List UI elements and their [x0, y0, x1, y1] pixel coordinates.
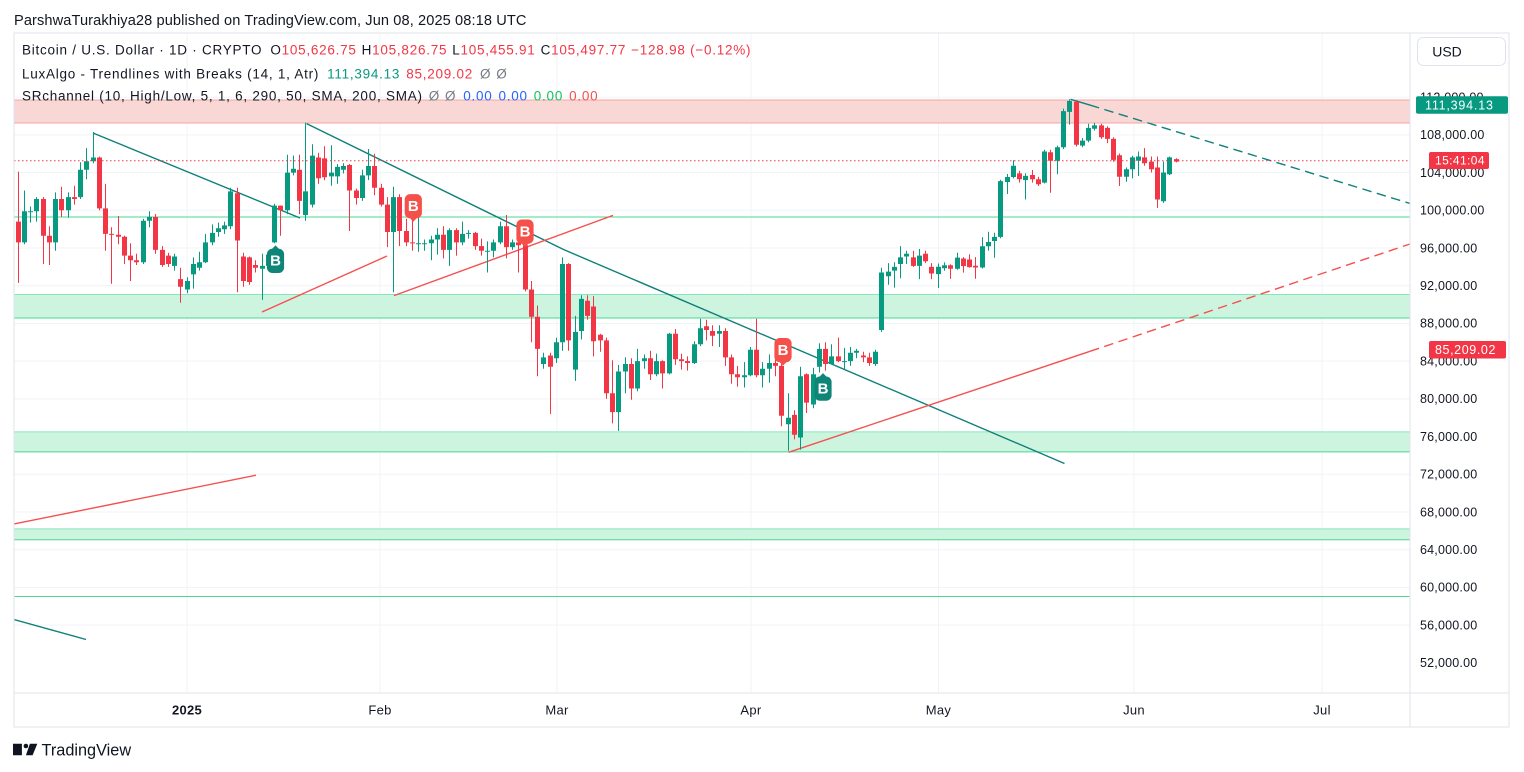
svg-text:15:41:04: 15:41:04 [1435, 154, 1485, 168]
svg-text:92,000.00: 92,000.00 [1420, 279, 1477, 293]
svg-text:96,000.00: 96,000.00 [1420, 241, 1477, 255]
svg-text:May: May [926, 703, 952, 718]
svg-text:ParshwaTurakhiya28 published o: ParshwaTurakhiya28 published on TradingV… [14, 13, 527, 29]
svg-text:Feb: Feb [368, 703, 391, 718]
svg-text:B: B [778, 342, 789, 359]
svg-text:85,209.02: 85,209.02 [1435, 343, 1496, 357]
svg-text:B: B [270, 253, 281, 270]
svg-text:56,000.00: 56,000.00 [1420, 618, 1477, 632]
svg-text:68,000.00: 68,000.00 [1420, 505, 1477, 519]
svg-text:52,000.00: 52,000.00 [1420, 656, 1477, 670]
svg-text:100,000.00: 100,000.00 [1420, 204, 1485, 218]
svg-text:Bitcoin / U.S. Dollar · 1D · C: Bitcoin / U.S. Dollar · 1D · CRYPTO O105,… [22, 43, 751, 58]
svg-text:B: B [408, 198, 419, 215]
svg-text:111,394.13: 111,394.13 [1425, 99, 1494, 113]
svg-text:104,000.00: 104,000.00 [1420, 166, 1485, 180]
svg-text:80,000.00: 80,000.00 [1420, 392, 1477, 406]
svg-text:108,000.00: 108,000.00 [1420, 128, 1485, 142]
svg-text:60,000.00: 60,000.00 [1420, 581, 1477, 595]
svg-text:B: B [818, 380, 829, 397]
svg-text:72,000.00: 72,000.00 [1420, 468, 1477, 482]
svg-text:LuxAlgo - Trendlines with Brea: LuxAlgo - Trendlines with Breaks (14, 1,… [22, 67, 508, 82]
svg-text:Jul: Jul [1313, 703, 1331, 718]
svg-text:USD: USD [1432, 44, 1462, 60]
svg-text:Jun: Jun [1123, 703, 1145, 718]
svg-text:Apr: Apr [740, 703, 762, 718]
svg-text:TradingView: TradingView [42, 742, 132, 760]
svg-text:76,000.00: 76,000.00 [1420, 430, 1477, 444]
svg-text:88,000.00: 88,000.00 [1420, 317, 1477, 331]
svg-text:64,000.00: 64,000.00 [1420, 543, 1477, 557]
svg-text:Mar: Mar [545, 703, 569, 718]
svg-text:B: B [520, 223, 531, 240]
svg-text:2025: 2025 [172, 703, 202, 718]
svg-text:SRchannel (10, High/Low, 5, 1,: SRchannel (10, High/Low, 5, 1, 6, 290, 5… [22, 89, 598, 104]
